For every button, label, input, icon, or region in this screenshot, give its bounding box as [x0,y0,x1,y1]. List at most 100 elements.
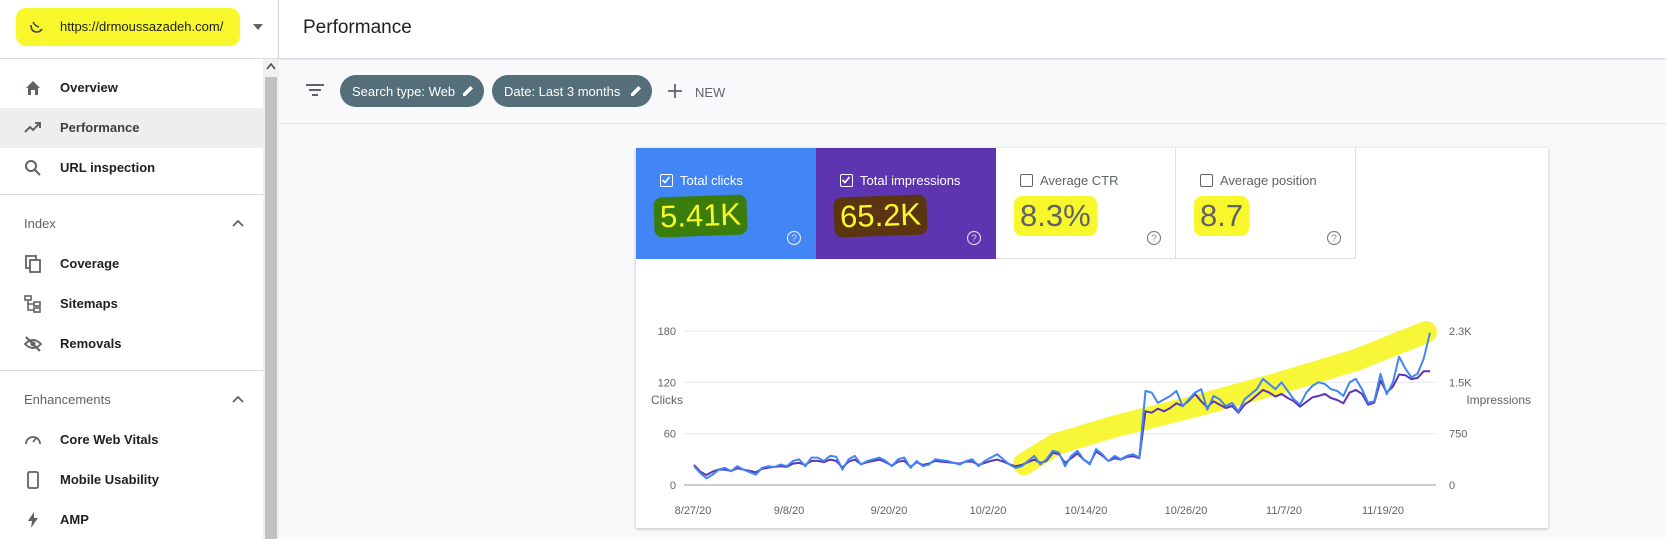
new-filter-button[interactable]: NEW [667,80,737,104]
chart-grid [684,330,1436,486]
sidebar-scrollbar[interactable] [263,59,279,539]
metric-label: Average CTR [1040,173,1119,188]
sidebar-nav: Overview Performance URL inspection Inde… [0,59,263,539]
y-axis-right-label: Impressions [1466,393,1531,407]
sidebar-item-label: AMP [60,512,89,527]
property-logo-icon [30,21,43,33]
highlighter-path [1013,321,1437,475]
sidebar-item-label: Removals [60,336,122,351]
highlighter-stroke [1013,321,1437,475]
sidebar-item-performance[interactable]: Performance [0,108,263,148]
checkbox-unchecked[interactable] [1200,174,1213,187]
metric-total-impressions[interactable]: Total impressions 65.2K ? [816,148,996,259]
sidebar-item-label: Mobile Usability [60,472,159,487]
sidebar-item-label: Performance [60,120,140,135]
help-icon[interactable]: ? [1326,230,1342,246]
metric-value: 65.2K [839,196,922,235]
performance-card: Total clicks 5.41K ? Total impressions 6… [636,148,1548,528]
sidebar-item-coverage[interactable]: Coverage [0,244,263,284]
metric-label: Average position [1220,173,1317,188]
checkbox-checked[interactable] [660,174,673,187]
caret-down-icon[interactable] [252,22,264,32]
metric-total-clicks[interactable]: Total clicks 5.41K ? [636,148,816,259]
sidebar-item-label: Overview [60,80,118,95]
chevron-up-icon [232,219,244,227]
sidebar-item-sitemaps[interactable]: Sitemaps [0,284,263,324]
x-tick: 10/14/20 [1065,505,1108,517]
y-tick-right: 0 [1449,480,1455,492]
section-label: Index [24,216,56,231]
plus-icon [668,84,682,98]
trending-up-icon [24,122,41,133]
gauge-icon [25,436,41,445]
help-icon[interactable]: ? [1146,230,1162,246]
x-tick: 10/26/20 [1165,505,1208,517]
section-header-index[interactable]: Index [0,204,263,244]
filter-bar: Search type: Web Date: Last 3 months NEW [279,60,1666,124]
metric-value: 8.3% [1020,198,1091,233]
sidebar-divider [0,194,263,195]
metric-average-position[interactable]: Average position 8.7 ? [1176,148,1356,259]
sidebar-item-url-inspection[interactable]: URL inspection [0,148,263,188]
y-tick-left: 0 [670,480,676,492]
x-tick: 11/19/20 [1362,505,1404,517]
sidebar-item-mobile-usability[interactable]: Mobile Usability [0,460,263,500]
x-tick: 8/27/20 [675,505,712,517]
sidebar-divider [0,370,263,371]
checkbox-checked[interactable] [840,174,853,187]
sidebar: https://drmoussazadeh.com/ Overview Perf… [0,0,279,539]
sitemap-icon [24,295,41,313]
chart-ticks: 180 2.3K 120 1.5K 60 750 0 0 8/27/20 9/8/20 9/20/2… [658,326,1473,517]
svg-text:?: ? [1331,234,1337,245]
property-selector[interactable]: https://drmoussazadeh.com/ [0,0,279,59]
sidebar-item-core-web-vitals[interactable]: Core Web Vitals [0,420,263,460]
sidebar-item-removals[interactable]: Removals [0,324,263,364]
metric-label: Total impressions [860,173,961,188]
pencil-icon [631,86,641,96]
top-header: Performance [279,0,1666,59]
section-label: Enhancements [24,392,111,407]
sidebar-item-overview[interactable]: Overview [0,68,263,108]
performance-chart[interactable]: Clicks Impressions 180 2.3K 120 1.5K 60 750 0 0… [636,259,1548,528]
filter-icon[interactable] [305,82,325,98]
svg-text:?: ? [791,234,797,245]
home-icon [26,81,40,95]
metric-label: Total clicks [680,173,743,188]
section-header-enhancements[interactable]: Enhancements [0,380,263,420]
help-icon[interactable]: ? [966,230,982,246]
sidebar-item-label: Sitemaps [60,296,118,311]
search-icon [25,160,41,176]
y-tick-right: 2.3K [1449,326,1472,338]
sidebar-item-label: Core Web Vitals [60,432,159,447]
y-tick-left: 180 [658,326,676,338]
scrollbar-thumb[interactable] [265,77,277,539]
copy-icon [25,255,41,273]
property-highlight [16,8,240,46]
help-icon[interactable]: ? [786,230,802,246]
checkbox-unchecked[interactable] [1020,174,1033,187]
clicks-line [693,332,1431,480]
sidebar-item-amp[interactable]: AMP [0,500,263,539]
sidebar-item-label: Coverage [60,256,120,271]
main-content: Search type: Web Date: Last 3 months NEW… [279,60,1666,539]
bolt-icon [28,512,38,528]
sidebar-item-label: URL inspection [60,160,156,175]
y-tick-right: 750 [1449,429,1467,441]
x-tick: 10/2/20 [970,505,1007,517]
scroll-up-arrow-icon[interactable] [266,62,276,70]
metric-average-ctr[interactable]: Average CTR 8.3% ? [996,148,1176,259]
y-tick-left: 60 [664,429,676,441]
chip-search-type[interactable]: Search type: Web [340,75,484,107]
x-tick: 11/7/20 [1266,505,1302,517]
chip-date-range[interactable]: Date: Last 3 months [492,75,652,107]
pencil-icon [463,86,473,96]
property-url: https://drmoussazadeh.com/ [60,19,224,34]
chart-series [693,332,1431,480]
metric-value: 8.7 [1200,198,1244,233]
phone-icon [27,471,39,489]
value-highlight: 65.2K [833,194,928,238]
page-title: Performance [303,17,412,38]
y-tick-right: 1.5K [1449,377,1472,389]
chip-label: Search type: Web [352,84,456,99]
